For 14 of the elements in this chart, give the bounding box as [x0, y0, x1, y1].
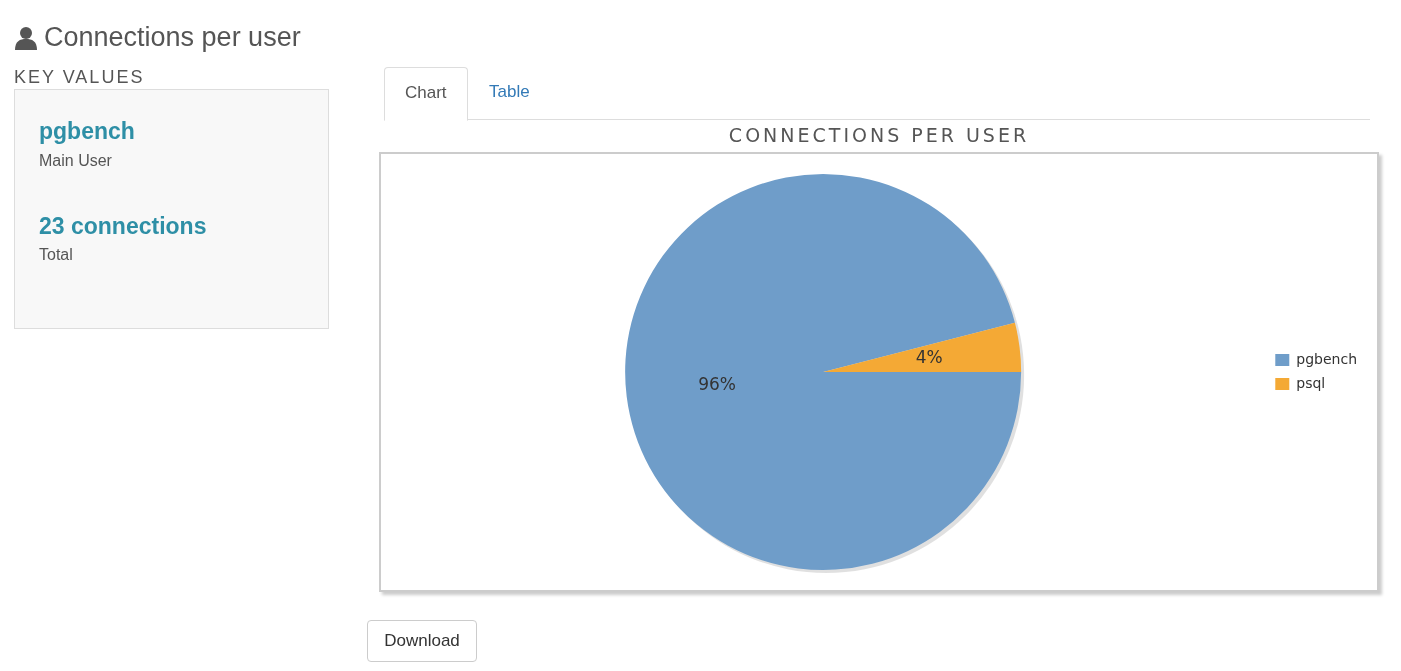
- text: KEY VALUES: [14, 67, 145, 88]
- text: Connections per user: [44, 22, 301, 53]
- text: pgbench: [39, 118, 135, 145]
- legend-label: psql: [1296, 374, 1326, 391]
- text: Chart: [384, 67, 468, 121]
- data-label: 4%: [915, 347, 943, 368]
- text: Main User: [39, 152, 112, 170]
- legend-label: pgbench: [1296, 350, 1357, 367]
- text: 23 connections: [39, 213, 207, 240]
- text: Total: [39, 246, 73, 264]
- text: Download: [367, 620, 477, 662]
- data-label: 96%: [698, 373, 736, 394]
- text: Table: [488, 81, 531, 103]
- chart-title: CONNECTIONS PER USER: [727, 124, 1031, 146]
